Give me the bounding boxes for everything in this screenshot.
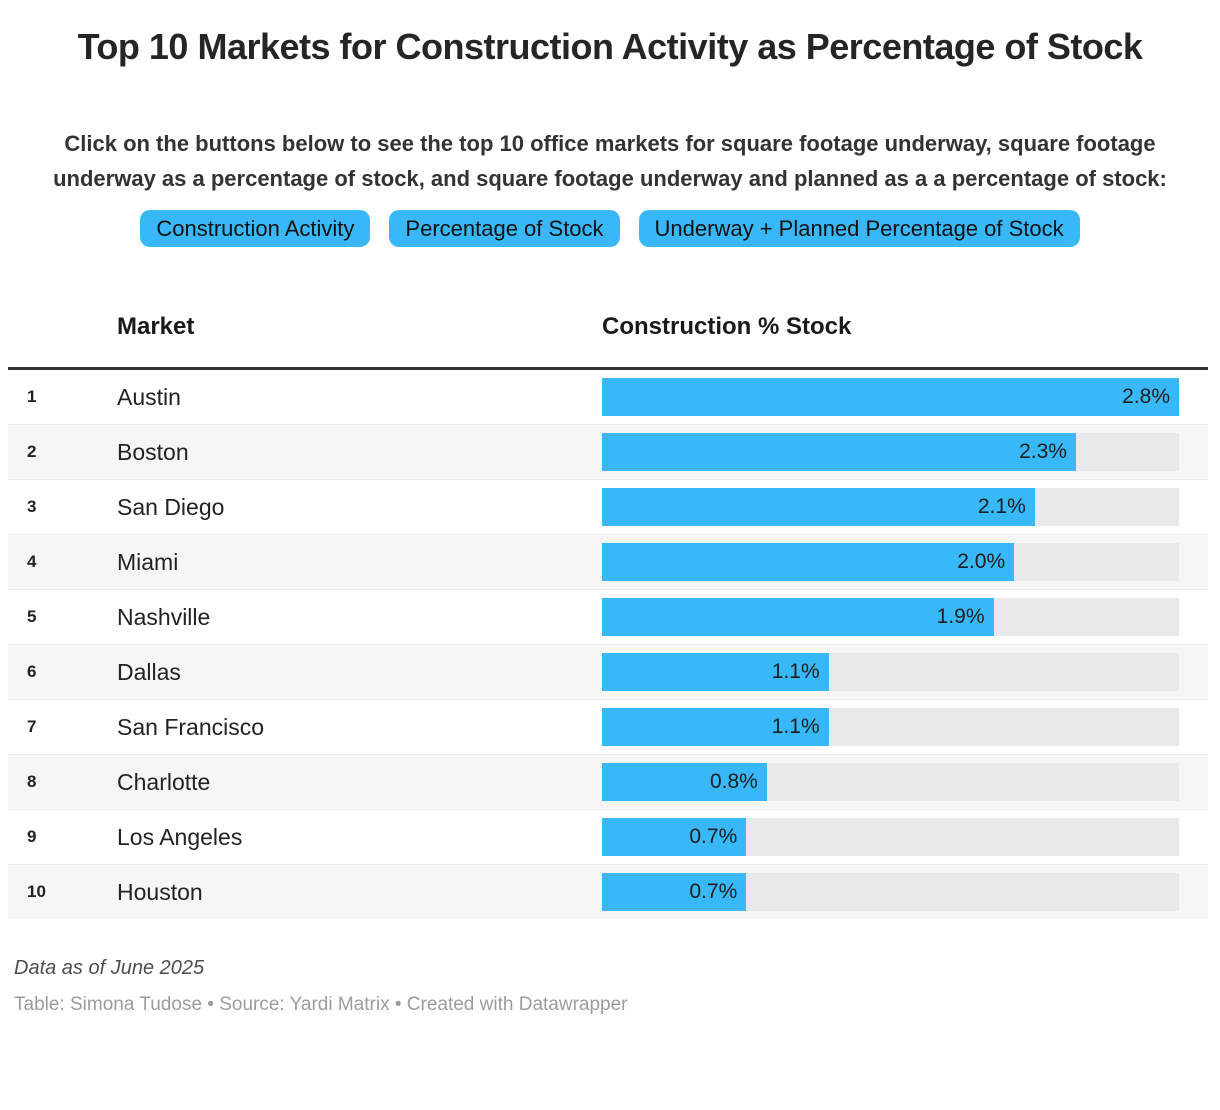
table-row: 9 Los Angeles 0.7%	[8, 809, 1208, 864]
data-note: Data as of June 2025	[14, 957, 205, 979]
bar-cell: 2.3%	[602, 433, 1208, 471]
market-cell: Charlotte	[117, 768, 211, 795]
rank-cell: 9	[27, 827, 37, 846]
rank-cell: 5	[27, 607, 37, 626]
bar-track: 2.0%	[602, 543, 1179, 581]
value-column-header: Construction % Stock	[602, 313, 852, 340]
table-row: 1 Austin 2.8%	[8, 370, 1208, 424]
rank-cell: 6	[27, 662, 37, 681]
bar-cell: 0.8%	[602, 763, 1208, 801]
value-bar: 1.1%	[602, 653, 829, 691]
market-cell: San Diego	[117, 493, 225, 520]
market-cell: Houston	[117, 878, 203, 905]
value-bar: 0.8%	[602, 763, 767, 801]
bar-cell: 2.8%	[602, 378, 1208, 416]
value-label: 1.1%	[771, 715, 820, 738]
table-row: 7 San Francisco 1.1%	[8, 699, 1208, 754]
rank-cell: 7	[27, 717, 37, 736]
value-label: 2.3%	[1019, 440, 1067, 463]
value-label: 2.1%	[977, 495, 1026, 518]
table-row: 3 San Diego 2.1%	[8, 479, 1208, 534]
market-cell: Boston	[117, 438, 189, 465]
market-cell: Miami	[117, 548, 179, 575]
table-row: 8 Charlotte 0.8%	[8, 754, 1208, 809]
table-row: 6 Dallas 1.1%	[8, 644, 1208, 699]
value-label: 2.0%	[957, 550, 1006, 573]
market-cell: San Francisco	[117, 713, 265, 740]
bar-track: 0.8%	[602, 763, 1179, 801]
bar-track: 1.9%	[602, 598, 1179, 636]
rank-cell: 1	[27, 387, 37, 406]
rank-cell: 3	[27, 497, 37, 516]
attribution-line: Table: Simona Tudose • Source: Yardi Mat…	[14, 994, 628, 1015]
chart-description: Click on the buttons below to see the to…	[53, 131, 1167, 191]
rank-cell: 10	[27, 882, 46, 901]
bar-track: 0.7%	[602, 873, 1179, 911]
view-toggle-button-group: Construction Activity Percentage of Stock…	[0, 210, 1220, 247]
value-label: 0.7%	[689, 825, 738, 848]
button-construction-activity[interactable]: Construction Activity	[140, 210, 371, 247]
market-cell: Los Angeles	[117, 823, 243, 850]
button-percentage-of-stock[interactable]: Percentage of Stock	[389, 210, 620, 247]
market-cell: Nashville	[117, 603, 211, 630]
bar-track: 0.7%	[602, 818, 1179, 856]
page-title: Top 10 Markets for Construction Activity…	[77, 26, 1143, 67]
value-bar: 2.3%	[602, 433, 1076, 471]
value-bar: 0.7%	[602, 818, 747, 856]
bar-table: Market Construction % Stock 1 Austin 2.8% 2…	[8, 307, 1208, 919]
value-bar: 1.9%	[602, 598, 994, 636]
value-label: 0.8%	[709, 770, 758, 793]
bar-cell: 1.9%	[602, 598, 1208, 636]
table-body: 1 Austin 2.8% 2 Boston 2.3% 3 San Diego 2.1% 4 Mia…	[8, 370, 1208, 919]
bar-track: 1.1%	[602, 653, 1179, 691]
value-bar: 2.0%	[602, 543, 1015, 581]
bar-cell: 0.7%	[602, 818, 1208, 856]
bar-cell: 1.1%	[602, 708, 1208, 746]
bar-cell: 1.1%	[602, 653, 1208, 691]
value-label: 1.9%	[936, 605, 985, 628]
footer: Data as of June 2025 Table: Simona Tudos…	[14, 957, 1206, 1016]
bar-cell: 2.0%	[602, 543, 1208, 581]
bar-cell: 0.7%	[602, 873, 1208, 911]
rank-cell: 4	[27, 552, 37, 571]
table-row: 4 Miami 2.0%	[8, 534, 1208, 589]
table-row: 10 Houston 0.7%	[8, 864, 1208, 919]
market-column-header: Market	[117, 313, 195, 340]
bar-track: 2.3%	[602, 433, 1179, 471]
rank-column-header	[8, 307, 117, 347]
bar-track: 2.8%	[602, 378, 1179, 416]
rank-cell: 2	[27, 442, 37, 461]
value-bar: 2.1%	[602, 488, 1035, 526]
value-bar: 2.8%	[602, 378, 1179, 416]
value-label: 1.1%	[771, 660, 820, 683]
value-label: 2.8%	[1122, 385, 1170, 408]
table-row: 5 Nashville 1.9%	[8, 589, 1208, 644]
table-header-row: Market Construction % Stock	[8, 307, 1208, 370]
value-label: 0.7%	[689, 880, 738, 903]
button-underway-planned-percentage-of-stock[interactable]: Underway + Planned Percentage of Stock	[638, 210, 1080, 247]
market-cell: Dallas	[117, 658, 181, 685]
bar-track: 2.1%	[602, 488, 1179, 526]
datawrapper-chart: Top 10 Markets for Construction Activity…	[0, 26, 1220, 1016]
value-bar: 1.1%	[602, 708, 829, 746]
table-row: 2 Boston 2.3%	[8, 424, 1208, 479]
value-bar: 0.7%	[602, 873, 747, 911]
rank-cell: 8	[27, 772, 37, 791]
bar-track: 1.1%	[602, 708, 1179, 746]
market-cell: Austin	[117, 383, 181, 410]
bar-cell: 2.1%	[602, 488, 1208, 526]
